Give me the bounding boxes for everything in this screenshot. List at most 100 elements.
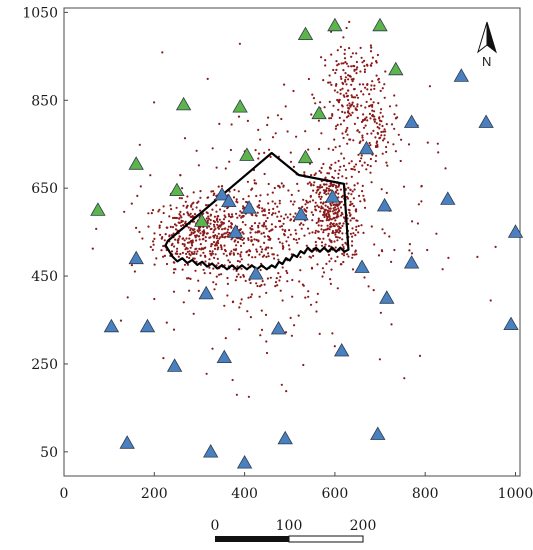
data-point-dot	[232, 252, 235, 255]
data-point-dot	[202, 229, 205, 232]
data-point-dot	[362, 93, 365, 96]
data-point-dot	[348, 211, 351, 214]
data-point-dot	[332, 68, 335, 72]
data-point-dot	[289, 200, 292, 203]
green-triangle-marker	[90, 202, 106, 216]
data-point-dot	[325, 193, 328, 196]
data-point-dot	[320, 195, 323, 198]
data-point-dot	[334, 233, 337, 236]
data-point-dot	[337, 207, 340, 210]
data-point-dot	[271, 212, 275, 215]
data-point-dot	[285, 269, 288, 273]
data-point-dot	[381, 152, 384, 155]
data-point-dot	[201, 230, 204, 233]
data-point-dot	[310, 184, 313, 187]
data-point-dot	[311, 199, 315, 202]
data-point-dot	[203, 254, 207, 257]
data-point-dot	[190, 205, 193, 208]
data-point-dot	[314, 240, 317, 244]
data-point-dot	[236, 216, 239, 219]
data-point-dot	[257, 226, 260, 229]
data-point-dot	[364, 106, 367, 109]
data-point-dot	[211, 252, 214, 255]
data-point-dot	[205, 217, 208, 220]
data-point-dot	[130, 202, 133, 205]
data-point-dot	[340, 263, 343, 266]
data-point-dot	[186, 250, 189, 253]
green-triangle-marker	[388, 61, 404, 76]
data-point-dot	[281, 228, 284, 231]
data-point-dot	[351, 52, 354, 55]
data-point-dot	[199, 196, 202, 199]
blue-triangle-marker	[376, 197, 393, 212]
data-point-dot	[349, 138, 352, 141]
data-point-dot	[262, 214, 265, 217]
data-point-dot	[183, 239, 186, 242]
data-point-dot	[349, 114, 352, 117]
data-point-dot	[247, 296, 250, 299]
data-point-dot	[220, 185, 224, 188]
data-point-dot	[326, 172, 329, 175]
data-point-dot	[182, 213, 185, 216]
data-point-dot	[329, 222, 333, 225]
data-point-dot	[347, 65, 350, 68]
data-point-dot	[192, 252, 196, 255]
data-point-dot	[361, 190, 364, 193]
data-point-dot	[203, 231, 206, 234]
data-point-dot	[347, 110, 350, 113]
data-point-dot	[381, 124, 384, 128]
data-point-dot	[302, 363, 305, 367]
data-point-dot	[216, 248, 219, 251]
data-point-dot	[255, 238, 258, 241]
data-point-dot	[397, 133, 400, 136]
data-point-dot	[345, 92, 348, 95]
data-point-dot	[195, 239, 198, 242]
data-point-dot	[255, 182, 258, 185]
data-point-dot	[386, 141, 390, 144]
data-point-dot	[377, 78, 380, 81]
data-point-dot	[334, 161, 337, 164]
data-point-dot	[317, 224, 320, 227]
data-point-dot	[385, 161, 388, 164]
data-point-dot	[344, 78, 347, 82]
data-point-dot	[228, 231, 231, 235]
data-point-dot	[313, 181, 316, 184]
data-point-dot	[173, 223, 177, 226]
data-point-dot	[149, 245, 152, 249]
data-point-dot	[348, 20, 351, 23]
data-point-dot	[219, 236, 222, 239]
data-point-dot	[247, 195, 250, 198]
data-point-dot	[203, 272, 206, 275]
data-point-dot	[291, 295, 294, 298]
blue-triangle-marker	[334, 342, 350, 357]
data-point-dot	[334, 191, 338, 194]
data-point-dot	[348, 102, 351, 105]
data-point-dot	[337, 210, 340, 213]
data-point-dot	[318, 193, 321, 196]
data-point-dot	[278, 199, 281, 202]
data-point-dot	[403, 377, 406, 380]
data-point-dot	[350, 65, 353, 68]
data-point-dot	[238, 328, 241, 331]
data-point-dot	[341, 238, 344, 241]
data-point-dot	[185, 237, 188, 240]
data-point-dot	[334, 231, 337, 234]
data-point-dot	[333, 240, 336, 243]
green-triangle-marker	[175, 96, 192, 111]
data-point-dot	[321, 267, 324, 270]
data-point-dot	[346, 126, 349, 130]
data-point-dot	[340, 77, 343, 80]
data-point-dot	[189, 215, 192, 218]
data-point-dot	[159, 233, 162, 236]
data-point-dot	[355, 225, 358, 228]
data-point-dot	[346, 253, 349, 256]
data-point-dot	[337, 159, 340, 163]
data-point-dot	[209, 213, 212, 216]
data-point-dot	[229, 148, 232, 152]
data-point-dot	[223, 210, 226, 213]
data-point-dot	[276, 205, 279, 208]
data-point-dot	[322, 202, 325, 205]
scale-label-100: 100	[276, 518, 303, 534]
data-point-dot	[373, 84, 376, 87]
data-point-dot	[238, 306, 241, 309]
